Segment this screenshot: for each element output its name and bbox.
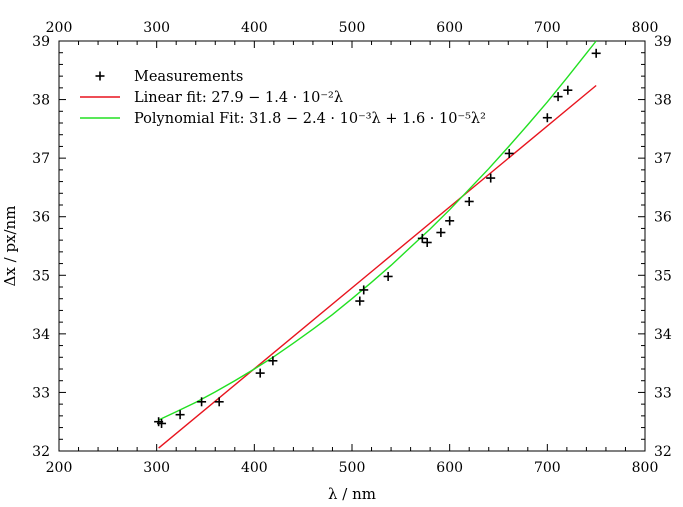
y-tick-label-right: 37 <box>654 151 672 167</box>
measurement-markers <box>154 48 601 428</box>
y-tick-label: 38 <box>32 93 50 109</box>
legend-item: Linear fit: 27.9 − 1.4 · 10⁻²λ <box>80 90 343 106</box>
polynomial-fit-line <box>158 40 597 421</box>
x-tick-label-top: 600 <box>436 20 463 36</box>
y-tick-label: 32 <box>32 444 50 460</box>
y-tick-label-right: 32 <box>654 444 672 460</box>
y-tick-label: 39 <box>32 34 50 50</box>
measurement-point <box>436 228 446 238</box>
x-tick-label: 600 <box>436 460 463 476</box>
measurement-point <box>486 173 496 183</box>
measurement-point <box>268 356 278 366</box>
legend-item: Polynomial Fit: 31.8 − 2.4 · 10⁻³λ + 1.6… <box>80 111 486 127</box>
y-tick-label-right: 33 <box>654 385 672 401</box>
x-tick-label-top: 200 <box>46 20 73 36</box>
y-tick-label-right: 36 <box>654 210 672 226</box>
measurement-point <box>591 48 601 58</box>
x-tick-label-top: 300 <box>143 20 170 36</box>
measurement-point <box>445 216 455 226</box>
y-tick-label: 34 <box>32 327 50 343</box>
y-tick-label-right: 38 <box>654 93 672 109</box>
measurement-point <box>157 418 167 428</box>
measurement-point <box>417 233 427 243</box>
legend: Measurements Linear fit: 27.9 − 1.4 · 10⁻… <box>80 69 486 127</box>
measurement-point <box>563 85 573 95</box>
x-tick-label: 700 <box>534 460 561 476</box>
measurement-point <box>255 368 265 378</box>
x-tick-label-top: 700 <box>534 20 561 36</box>
tick-labels: 200 200 300 300 400 400 500 500 600 600 700 700 800 8… <box>32 20 672 476</box>
y-tick-label-right: 34 <box>654 327 672 343</box>
y-tick-label: 37 <box>32 151 50 167</box>
measurement-point <box>542 113 552 123</box>
y-tick-label: 36 <box>32 210 50 226</box>
measurement-point <box>504 148 514 158</box>
measurement-point <box>175 410 185 420</box>
measurement-point <box>355 296 365 306</box>
linear-fit-line <box>158 84 597 449</box>
x-tick-label-top: 500 <box>339 20 366 36</box>
fit-lines <box>158 40 597 449</box>
y-tick-label-right: 35 <box>654 268 672 284</box>
axis-ticks <box>58 40 646 452</box>
x-tick-label: 500 <box>339 460 366 476</box>
measurement-point <box>553 92 563 102</box>
x-tick-label: 400 <box>241 460 268 476</box>
legend-label: Linear fit: 27.9 − 1.4 · 10⁻²λ <box>134 90 343 106</box>
measurement-point <box>383 271 393 281</box>
measurement-point <box>197 397 207 407</box>
measurement-point <box>359 285 369 295</box>
y-tick-label-right: 39 <box>654 34 672 50</box>
x-tick-label: 800 <box>632 460 659 476</box>
y-axis-title: Δx / px/nm <box>1 206 19 287</box>
x-tick-label: 300 <box>143 460 170 476</box>
legend-item: Measurements <box>95 69 243 85</box>
x-axis-title: λ / nm <box>328 485 376 503</box>
measurement-point <box>422 237 432 247</box>
legend-label: Polynomial Fit: 31.8 − 2.4 · 10⁻³λ + 1.6… <box>134 111 486 127</box>
measurement-point <box>214 397 224 407</box>
y-tick-label: 35 <box>32 268 50 284</box>
legend-label: Measurements <box>134 69 243 85</box>
x-tick-label-top: 400 <box>241 20 268 36</box>
y-tick-label: 33 <box>32 385 50 401</box>
measurement-point <box>464 196 474 206</box>
x-tick-label: 200 <box>46 460 73 476</box>
x-tick-label-top: 800 <box>632 20 659 36</box>
